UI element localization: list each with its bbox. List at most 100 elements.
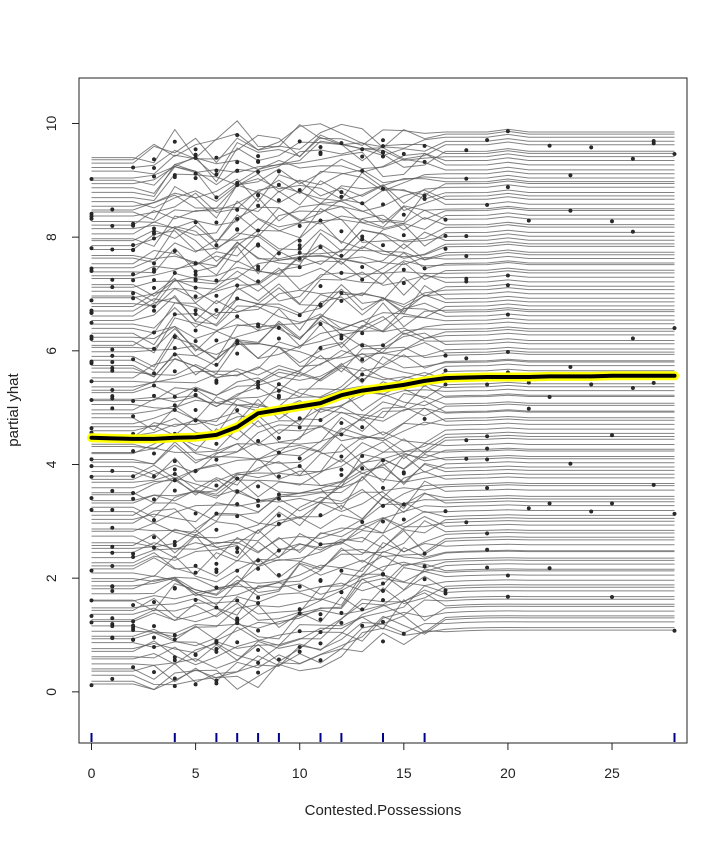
ice-curve xyxy=(91,610,675,669)
observed-point xyxy=(131,399,136,404)
observed-point xyxy=(672,511,677,516)
observed-point xyxy=(214,172,219,177)
observed-point xyxy=(505,350,510,355)
observed-point xyxy=(151,474,156,479)
observed-point xyxy=(672,326,677,331)
observed-point xyxy=(381,503,386,508)
observed-point xyxy=(110,544,115,549)
ice-curve xyxy=(91,421,675,476)
ice-curve xyxy=(91,261,675,307)
observed-point xyxy=(297,313,302,318)
observed-point xyxy=(318,513,323,518)
observed-point xyxy=(193,408,198,413)
ice-curve xyxy=(91,270,675,307)
observed-point xyxy=(256,228,261,233)
observed-point xyxy=(172,407,177,412)
observed-point xyxy=(89,598,94,603)
observed-point xyxy=(256,660,261,665)
observed-point xyxy=(422,159,427,164)
observed-point xyxy=(381,572,386,577)
observed-point xyxy=(110,564,115,569)
observed-point xyxy=(131,496,136,501)
observed-point xyxy=(360,331,365,336)
observed-point xyxy=(464,176,469,181)
observed-point xyxy=(89,507,94,512)
x-tick-label: 25 xyxy=(604,765,620,781)
observed-point xyxy=(360,265,365,270)
observed-point xyxy=(422,564,427,569)
ice-curve xyxy=(91,255,675,303)
observed-point xyxy=(547,143,552,148)
ice-curve xyxy=(91,480,675,547)
observed-point xyxy=(568,173,573,178)
ice-curve xyxy=(91,214,675,263)
observed-point xyxy=(381,588,386,593)
observed-point xyxy=(485,531,490,536)
observed-point xyxy=(401,517,406,522)
observed-point xyxy=(151,635,156,640)
observed-point xyxy=(110,624,115,629)
observed-point xyxy=(172,543,177,548)
observed-point xyxy=(131,474,136,479)
observed-point xyxy=(151,330,156,335)
observed-point xyxy=(276,492,281,497)
ice-curve xyxy=(91,151,675,194)
observed-point xyxy=(610,219,615,224)
observed-point xyxy=(214,681,219,686)
observed-point xyxy=(256,601,261,606)
observed-point xyxy=(381,639,386,644)
observed-point xyxy=(89,334,94,339)
ice-curve xyxy=(91,383,675,436)
observed-point xyxy=(193,220,198,225)
observed-point xyxy=(131,603,136,608)
observed-point xyxy=(151,600,156,605)
observed-point xyxy=(256,438,261,443)
ice-curve xyxy=(91,258,675,304)
observed-point xyxy=(214,457,219,462)
ice-curve xyxy=(91,332,675,379)
observed-point xyxy=(193,339,198,344)
observed-point xyxy=(151,518,156,523)
observed-point xyxy=(485,457,490,462)
observed-point xyxy=(360,378,365,383)
observed-point xyxy=(131,623,136,628)
observed-point xyxy=(235,476,240,481)
observed-point xyxy=(339,298,344,303)
observed-point xyxy=(401,212,406,217)
observed-point xyxy=(151,236,156,241)
ice-curve xyxy=(91,381,675,425)
ice-curve xyxy=(91,388,675,437)
observed-point xyxy=(151,624,156,629)
observed-point xyxy=(485,138,490,143)
observed-point xyxy=(464,356,469,361)
observed-point xyxy=(110,584,115,589)
observed-point xyxy=(172,478,177,483)
observed-point xyxy=(401,267,406,272)
ice-curves xyxy=(91,120,675,691)
ice-curve xyxy=(91,120,675,164)
observed-point xyxy=(110,550,115,555)
observed-point xyxy=(214,649,219,654)
ice-curve xyxy=(91,224,675,266)
observed-point xyxy=(214,195,219,200)
y-tick-label: 2 xyxy=(43,574,59,582)
observed-point xyxy=(297,243,302,248)
observed-point xyxy=(256,595,261,600)
observed-point xyxy=(360,201,365,206)
observed-point xyxy=(214,278,219,283)
observed-point xyxy=(381,149,386,154)
observed-point xyxy=(505,273,510,278)
ice-curve xyxy=(91,427,675,482)
observed-point xyxy=(256,243,261,248)
observed-point xyxy=(89,464,94,469)
ice-curve xyxy=(91,243,675,297)
observed-point xyxy=(151,308,156,313)
observed-point xyxy=(235,489,240,494)
ice-curve xyxy=(91,538,675,595)
observed-points xyxy=(89,129,677,689)
observed-point xyxy=(630,336,635,341)
observed-point xyxy=(131,247,136,252)
observed-point xyxy=(339,194,344,199)
observed-point xyxy=(276,336,281,341)
observed-point xyxy=(151,383,156,388)
